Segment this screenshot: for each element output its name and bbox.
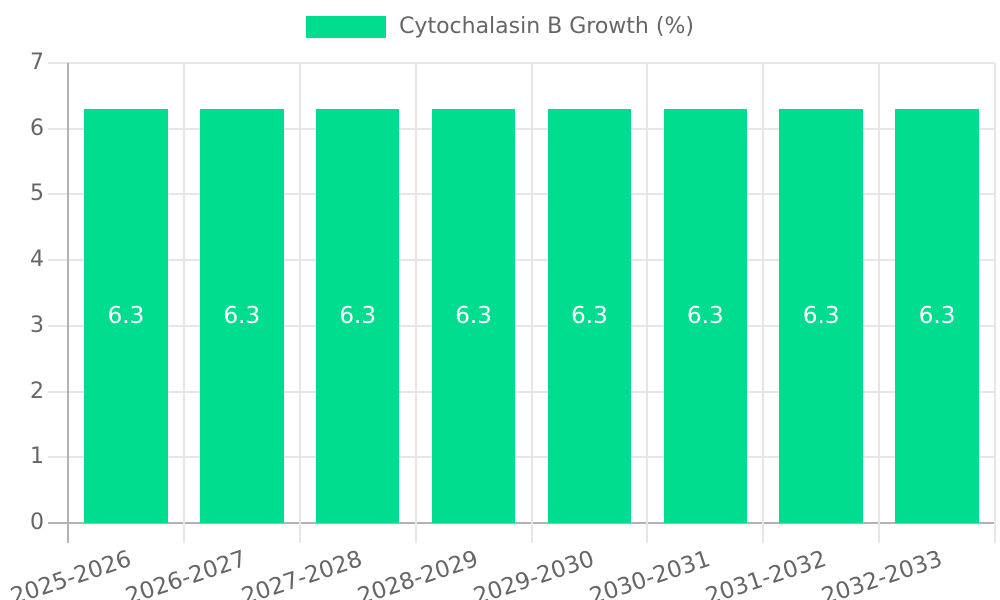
bar: 6.3 [431, 109, 516, 523]
x-gridline [414, 63, 417, 543]
bar: 6.3 [200, 109, 284, 523]
x-gridline [298, 63, 301, 543]
bar-value-label: 6.3 [223, 303, 261, 329]
y-tick-label: 3 [30, 312, 44, 338]
x-gridline [182, 63, 185, 543]
y-gridline [48, 62, 995, 64]
x-tick-label: 2027-2028 [238, 546, 366, 600]
y-tick-label: 2 [30, 378, 44, 404]
y-tick-label: 4 [30, 247, 44, 273]
y-axis-line [67, 63, 69, 543]
y-gridline [48, 324, 995, 327]
bar-value-label: 6.3 [918, 303, 956, 329]
x-tick-label: 2029-2030 [470, 546, 598, 600]
bar: 6.3 [663, 109, 748, 523]
y-gridline [48, 259, 995, 262]
y-gridline [48, 127, 995, 130]
bar-value-label: 6.3 [802, 303, 840, 329]
legend-label: Cytochalasin B Growth (%) [399, 14, 694, 39]
bar: 6.3 [895, 109, 979, 523]
x-tick-label: 2031-2032 [702, 546, 830, 600]
legend-swatch [306, 15, 387, 38]
legend: Cytochalasin B Growth (%) [0, 14, 1000, 39]
x-gridline [762, 63, 765, 543]
y-gridline [48, 456, 995, 459]
y-tick-label: 5 [30, 181, 44, 207]
x-gridline [646, 63, 649, 543]
y-gridline [48, 522, 995, 524]
x-tick-label: 2026-2027 [122, 546, 251, 600]
x-gridline [530, 63, 533, 543]
y-tick-label: 7 [30, 50, 44, 75]
y-tick-label: 1 [30, 444, 44, 470]
x-tick-label: 2028-2029 [354, 546, 482, 600]
y-tick-label: 0 [30, 510, 44, 535]
y-gridline [48, 193, 995, 196]
x-tick-label: 2030-2031 [586, 546, 714, 600]
bar-value-label: 6.3 [339, 303, 376, 329]
bar: 6.3 [779, 109, 863, 523]
bar-value-label: 6.3 [455, 303, 492, 329]
bar: 6.3 [84, 109, 168, 523]
x-tick-label: 2032-2033 [818, 546, 946, 600]
bar: 6.3 [315, 109, 400, 523]
bar: 6.3 [547, 109, 632, 523]
x-tick-label: 2025-2026 [6, 546, 135, 600]
y-tick-label: 6 [30, 115, 44, 141]
y-gridline [48, 390, 995, 393]
bar-value-label: 6.3 [107, 303, 145, 329]
bar-value-label: 6.3 [571, 303, 608, 329]
x-gridline [994, 63, 996, 543]
x-gridline [878, 63, 881, 543]
bar-value-label: 6.3 [687, 303, 724, 329]
